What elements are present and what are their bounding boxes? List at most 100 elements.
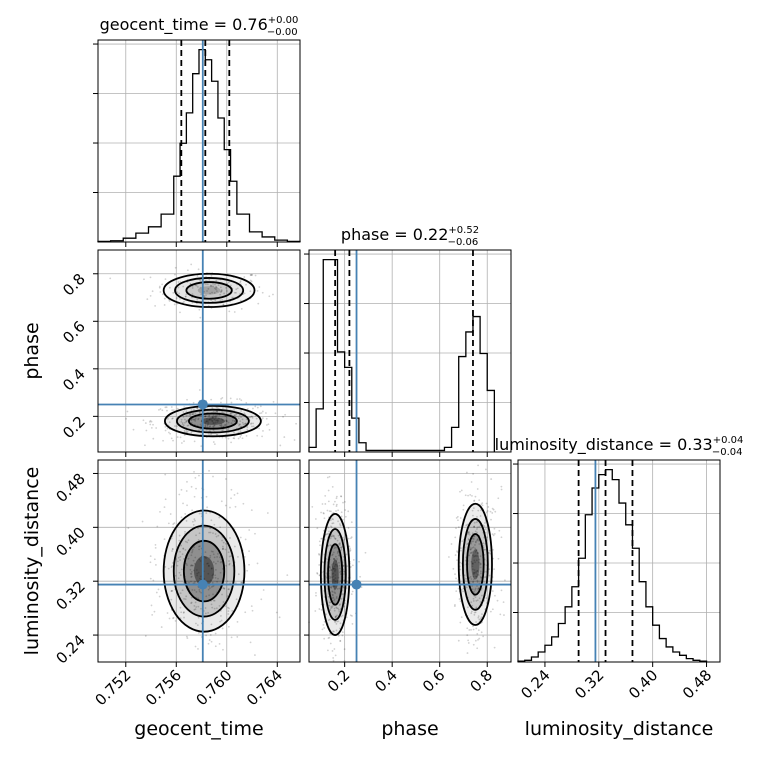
- sample-point: [331, 553, 334, 556]
- sample-point: [221, 411, 223, 413]
- sample-point: [192, 401, 195, 404]
- sample-point: [479, 566, 482, 569]
- sample-point: [244, 611, 247, 614]
- sample-point: [216, 410, 219, 413]
- sample-point: [213, 599, 216, 602]
- sample-point: [229, 284, 232, 287]
- sample-point: [461, 540, 464, 543]
- sample-point: [208, 419, 211, 421]
- sample-point: [196, 407, 199, 410]
- sample-point: [214, 632, 217, 635]
- sample-point: [339, 627, 341, 630]
- sample-point: [212, 550, 214, 553]
- contour-line: [172, 524, 236, 618]
- sample-point: [351, 623, 354, 625]
- sample-point: [473, 526, 476, 528]
- sample-point: [331, 522, 334, 525]
- sample-point: [472, 643, 475, 646]
- sample-point: [478, 618, 481, 621]
- sample-point: [324, 503, 327, 505]
- sample-point: [185, 595, 188, 598]
- sample-point: [230, 555, 232, 558]
- sample-point: [214, 299, 217, 302]
- sample-point: [164, 278, 167, 280]
- sample-point: [183, 440, 185, 443]
- sample-point: [125, 417, 127, 420]
- sample-point: [471, 509, 474, 512]
- sample-point: [198, 512, 201, 515]
- sample-point: [470, 578, 473, 580]
- sample-point: [332, 585, 334, 587]
- sample-point: [212, 599, 215, 602]
- truth-marker: [351, 579, 362, 590]
- grid-lines: [98, 460, 300, 662]
- sample-point: [185, 410, 188, 413]
- sample-point: [212, 417, 215, 420]
- contour-line: [185, 281, 233, 300]
- sample-point: [484, 576, 487, 578]
- sample-point: [484, 528, 487, 531]
- sample-point: [189, 568, 192, 571]
- sample-point: [241, 418, 244, 421]
- sample-point: [219, 561, 222, 564]
- sample-point: [474, 495, 477, 498]
- sample-point: [254, 405, 257, 408]
- sample-point: [236, 492, 239, 495]
- sample-point: [493, 568, 495, 571]
- sample-point: [329, 544, 332, 546]
- sample-point: [472, 546, 475, 549]
- sample-point: [472, 580, 475, 583]
- sample-point: [333, 630, 335, 633]
- sample-point: [227, 610, 230, 613]
- sample-point: [215, 415, 218, 417]
- sample-point: [156, 525, 159, 528]
- sample-point: [493, 646, 496, 649]
- sample-point: [333, 536, 336, 539]
- sample-point: [214, 577, 217, 579]
- sample-point: [336, 614, 338, 617]
- sample-point: [214, 416, 217, 419]
- sample-point: [261, 410, 264, 413]
- sample-point: [220, 425, 223, 428]
- sample-point: [472, 568, 474, 571]
- sample-point: [335, 629, 338, 632]
- density-fill: [458, 503, 492, 625]
- sample-point: [475, 555, 477, 557]
- sample-point: [195, 622, 197, 625]
- sample-point: [148, 420, 151, 423]
- sample-point: [342, 579, 345, 582]
- sample-point: [251, 415, 253, 418]
- sample-point: [142, 419, 145, 422]
- sample-point: [479, 618, 482, 620]
- sample-point: [204, 425, 207, 427]
- sample-point: [268, 295, 271, 298]
- x-tick-label-luminosity-distance: 0.48: [679, 666, 715, 702]
- sample-point: [499, 613, 502, 616]
- sample-point: [191, 509, 193, 512]
- sample-point: [230, 422, 233, 425]
- sample-point: [182, 285, 185, 288]
- sample-point: [344, 500, 346, 503]
- sample-point: [467, 642, 470, 644]
- density-fill: [197, 286, 221, 295]
- sample-point: [187, 424, 190, 427]
- sample-point: [335, 560, 338, 562]
- sample-point: [259, 412, 261, 415]
- sample-point: [224, 423, 227, 426]
- sample-point: [200, 591, 203, 594]
- sample-point: [334, 620, 337, 623]
- sample-point: [220, 290, 222, 293]
- sample-point: [233, 311, 236, 313]
- sample-point: [254, 274, 257, 277]
- sample-point: [485, 570, 488, 573]
- sample-point: [475, 575, 478, 578]
- sample-point: [182, 411, 185, 413]
- sample-point: [261, 435, 263, 438]
- x-tick-label-phase: 0.2: [324, 666, 354, 696]
- x-tick-label-geocent-time: 0.756: [142, 666, 185, 709]
- sample-point: [215, 410, 218, 413]
- sample-point: [210, 519, 213, 522]
- sample-point: [190, 263, 193, 266]
- sample-point: [248, 550, 250, 553]
- sample-point: [468, 629, 471, 631]
